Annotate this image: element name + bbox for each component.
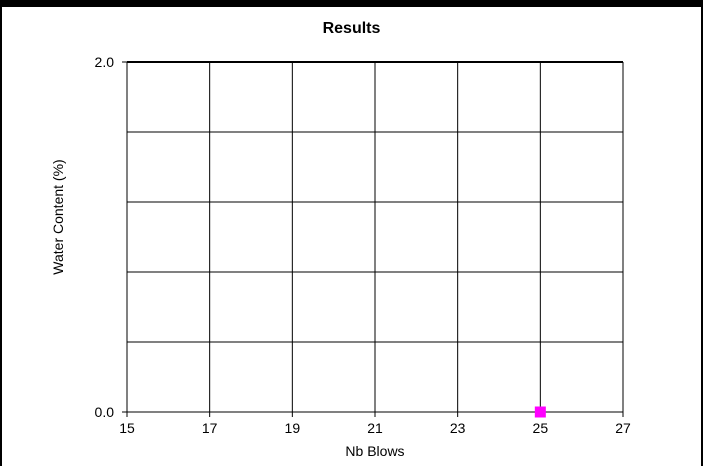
- y-tick-label: 0.0: [95, 404, 115, 420]
- x-tick-label: 27: [615, 420, 631, 436]
- x-tick-label: 23: [450, 420, 466, 436]
- x-tick-label: 17: [202, 420, 218, 436]
- axis-layer: [122, 61, 624, 417]
- x-tick-label: 25: [533, 420, 549, 436]
- x-axis-title: Nb Blows: [345, 443, 404, 459]
- points-layer: [534, 406, 546, 418]
- data-point: [534, 406, 546, 418]
- chart-title: Results: [322, 20, 381, 37]
- x-tick-label: 19: [285, 420, 301, 436]
- y-axis-title: Water Content (%): [50, 159, 66, 274]
- x-tick-label: 15: [119, 420, 135, 436]
- top-border: [0, 0, 703, 7]
- left-border: [0, 0, 2, 466]
- x-tick-label: 21: [367, 420, 383, 436]
- y-tick-label: 2.0: [95, 54, 115, 70]
- label-layer: 15 17 19 21 23 25 27 0.0 2.0: [95, 54, 631, 436]
- grid-layer: [126, 61, 624, 413]
- right-border: [701, 0, 703, 466]
